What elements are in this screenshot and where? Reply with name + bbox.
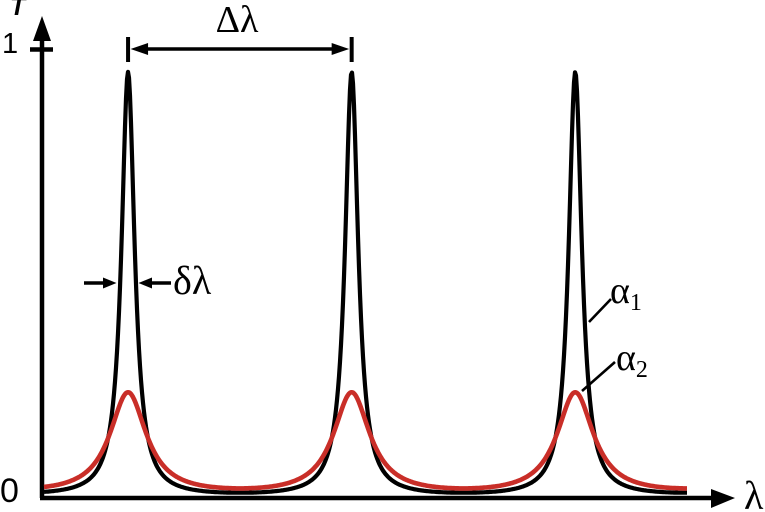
x-axis-arrowhead [711, 489, 735, 508]
series-label-alpha2-base: α [616, 337, 636, 379]
x-axis-label: λ [744, 473, 764, 512]
linewidth-left-arrow-head [103, 277, 117, 289]
linewidth-right-arrow-head [138, 277, 152, 289]
curve-alpha2 [42, 390, 689, 491]
free-spectral-range-label: Δλ [215, 0, 259, 41]
series-label-alpha2-subscript: 2 [635, 357, 648, 383]
peak-linewidth-label: δλ [173, 258, 212, 303]
curve-alpha1 [42, 69, 689, 495]
origin-tick-label-0: 0 [0, 472, 19, 510]
alpha1-leader-line [588, 298, 612, 323]
alpha2-leader-line [581, 361, 616, 392]
series-label-alpha2: α2 [616, 339, 648, 382]
y-axis-arrowhead [33, 16, 51, 41]
fsr-arrow-right-head [331, 43, 350, 55]
fsr-arrow-left-head [130, 43, 149, 55]
series-label-alpha1-subscript: 1 [629, 290, 642, 316]
series-label-alpha1-base: α [610, 270, 630, 312]
y-axis-label: T [10, 0, 26, 21]
y-tick-label-1: 1 [2, 28, 19, 60]
series-label-alpha1: α1 [610, 272, 642, 315]
